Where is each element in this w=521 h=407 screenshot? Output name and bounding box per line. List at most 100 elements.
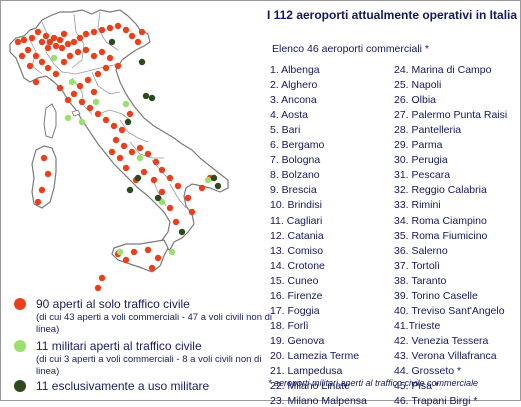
civil-airport-dot [118, 126, 126, 134]
civil-airport-dot [18, 52, 26, 60]
page-title: I 112 aeroporti attualmente operativi in… [266, 8, 518, 22]
civil-airport-dot [144, 150, 152, 158]
civil-airport-dot [166, 174, 174, 182]
civil-airport-dot [184, 194, 192, 202]
civil-airport-dot [90, 52, 98, 60]
airport-list-item: 22. Milano Linate [270, 380, 350, 393]
civil-airport-dot [50, 34, 58, 42]
airport-list-item: 6. Bergamo [270, 139, 325, 152]
civil-airport-dot [28, 34, 36, 42]
civil-airport-dot [120, 142, 128, 150]
civil-airport-dot [76, 82, 84, 90]
airport-list-item: 7. Bologna [270, 154, 321, 167]
list-title: Elenco 46 aeroporti commerciali * [272, 43, 429, 55]
civil-airport-dot [86, 104, 94, 112]
civil-airport-dot [122, 256, 130, 264]
civil-airport-dot [148, 264, 156, 272]
civil-airport-dot [114, 22, 122, 30]
civil-airport-dot [158, 188, 166, 196]
airport-list-item: 5. Bari [270, 124, 301, 137]
airport-list-item: 1. Albenga [270, 64, 320, 76]
civil-airport-dot [102, 64, 110, 72]
civil-airport-dot [82, 46, 90, 54]
civil-airport-dot [98, 26, 106, 34]
civil-airport-dot [84, 76, 92, 84]
airport-list-item: 36. Salerno [394, 244, 448, 257]
airport-list-item: 35. Roma Fiumicino [394, 229, 488, 242]
civil-airport-dot [106, 24, 114, 32]
airport-list-item: 34. Roma Ciampino [394, 214, 487, 227]
civil-airport-dot [166, 204, 174, 212]
civil-airport-dot [56, 84, 64, 92]
civil-airport-dot [70, 90, 78, 98]
civil-airport-dot [26, 62, 34, 70]
civil-airport-dot [134, 38, 142, 46]
military-civil-airport-dot [136, 154, 144, 162]
military-airport-dot [108, 38, 116, 46]
airport-list-item: 14. Crotone [270, 259, 325, 272]
military-airport-dot [142, 92, 150, 100]
civil-airport-dot [70, 38, 78, 46]
sardinia-outline [31, 145, 57, 209]
airport-list-item: 2. Alghero [270, 79, 318, 92]
civil-airport-dot [128, 32, 136, 40]
civil-airport-dot [32, 78, 40, 86]
airport-list-item: 37. Tortolì [394, 259, 440, 272]
legend-note-military-civil: (di cui 3 aperti a voli commerciali - 8 … [36, 354, 262, 377]
legend-label-civil: 90 aperti al solo traffico civile [36, 297, 190, 311]
airport-list-item: 32. Reggio Calabria [394, 184, 487, 197]
civil-airport-dot [38, 186, 46, 194]
airport-list-item: 10. Brindisi [270, 199, 322, 212]
military-civil-airport-dot [64, 114, 72, 122]
civil-airport-dot [44, 170, 52, 178]
military-civil-airport-dot [78, 118, 86, 126]
airport-list-item: 29. Parma [394, 139, 443, 152]
airport-list-item: 17. Foggia [270, 304, 320, 317]
airport-list-item: 21. Lampedusa [270, 365, 343, 377]
civil-airport-dot [76, 34, 84, 42]
civil-airport-dot [154, 254, 162, 262]
civil-airport-dot [114, 62, 122, 70]
civil-airport-dot [64, 96, 72, 104]
civil-airport-dot [90, 28, 98, 36]
airport-list-item: 23. Milano Malpensa [270, 395, 367, 407]
italy-map [2, 2, 264, 294]
civil-airport-dot [110, 122, 118, 130]
civil-airport-dot [52, 42, 60, 50]
airport-list-item: 19. Genova [270, 334, 325, 347]
airport-list-item: 44. Grosseto * [394, 365, 462, 377]
civil-airport-dot [122, 164, 130, 172]
airport-list-item: 43. Verona Villafranca [394, 349, 497, 362]
civil-airport-dot [74, 48, 82, 56]
civil-airport-dot [130, 248, 138, 256]
civil-airport-dot [172, 218, 180, 226]
civil-airport-dot [52, 70, 60, 78]
corsica-outline [43, 103, 57, 139]
civil-airport-dot [98, 274, 106, 282]
airport-list-item: 26. Olbia [394, 94, 437, 107]
civil-airport-dot [60, 58, 68, 66]
airport-list-item: 15. Cuneo [270, 274, 319, 287]
military-airport-dot [126, 186, 134, 194]
military-civil-airport-dot [68, 78, 76, 86]
italy-map-svg [9, 9, 229, 292]
civil-airport-dot [64, 40, 72, 48]
military-civil-airport-dot [116, 248, 124, 256]
civil-airport-dot [82, 30, 90, 38]
airport-list-item: 40. Treviso Sant'Angelo [394, 304, 505, 317]
elba-outline [71, 109, 81, 117]
airport-list-item: 25. Napoli [394, 79, 442, 92]
airport-list-item: 31. Pescara [394, 169, 451, 182]
civil-airport-dot [38, 58, 46, 66]
airport-list-item: 20. Lamezia Terme [270, 349, 360, 362]
civil-airport-dot [60, 30, 68, 38]
civil-airport-dot [106, 54, 114, 62]
civil-airport-dot [122, 26, 130, 34]
civil-airport-dot [188, 208, 196, 216]
civil-airport-dot [136, 144, 144, 152]
civil-airport-dot [198, 184, 206, 192]
civil-airport-dot [94, 110, 102, 118]
civil-airport-dot [112, 136, 120, 144]
civil-airport-dot [34, 198, 42, 206]
civil-airport-dot [140, 168, 148, 176]
